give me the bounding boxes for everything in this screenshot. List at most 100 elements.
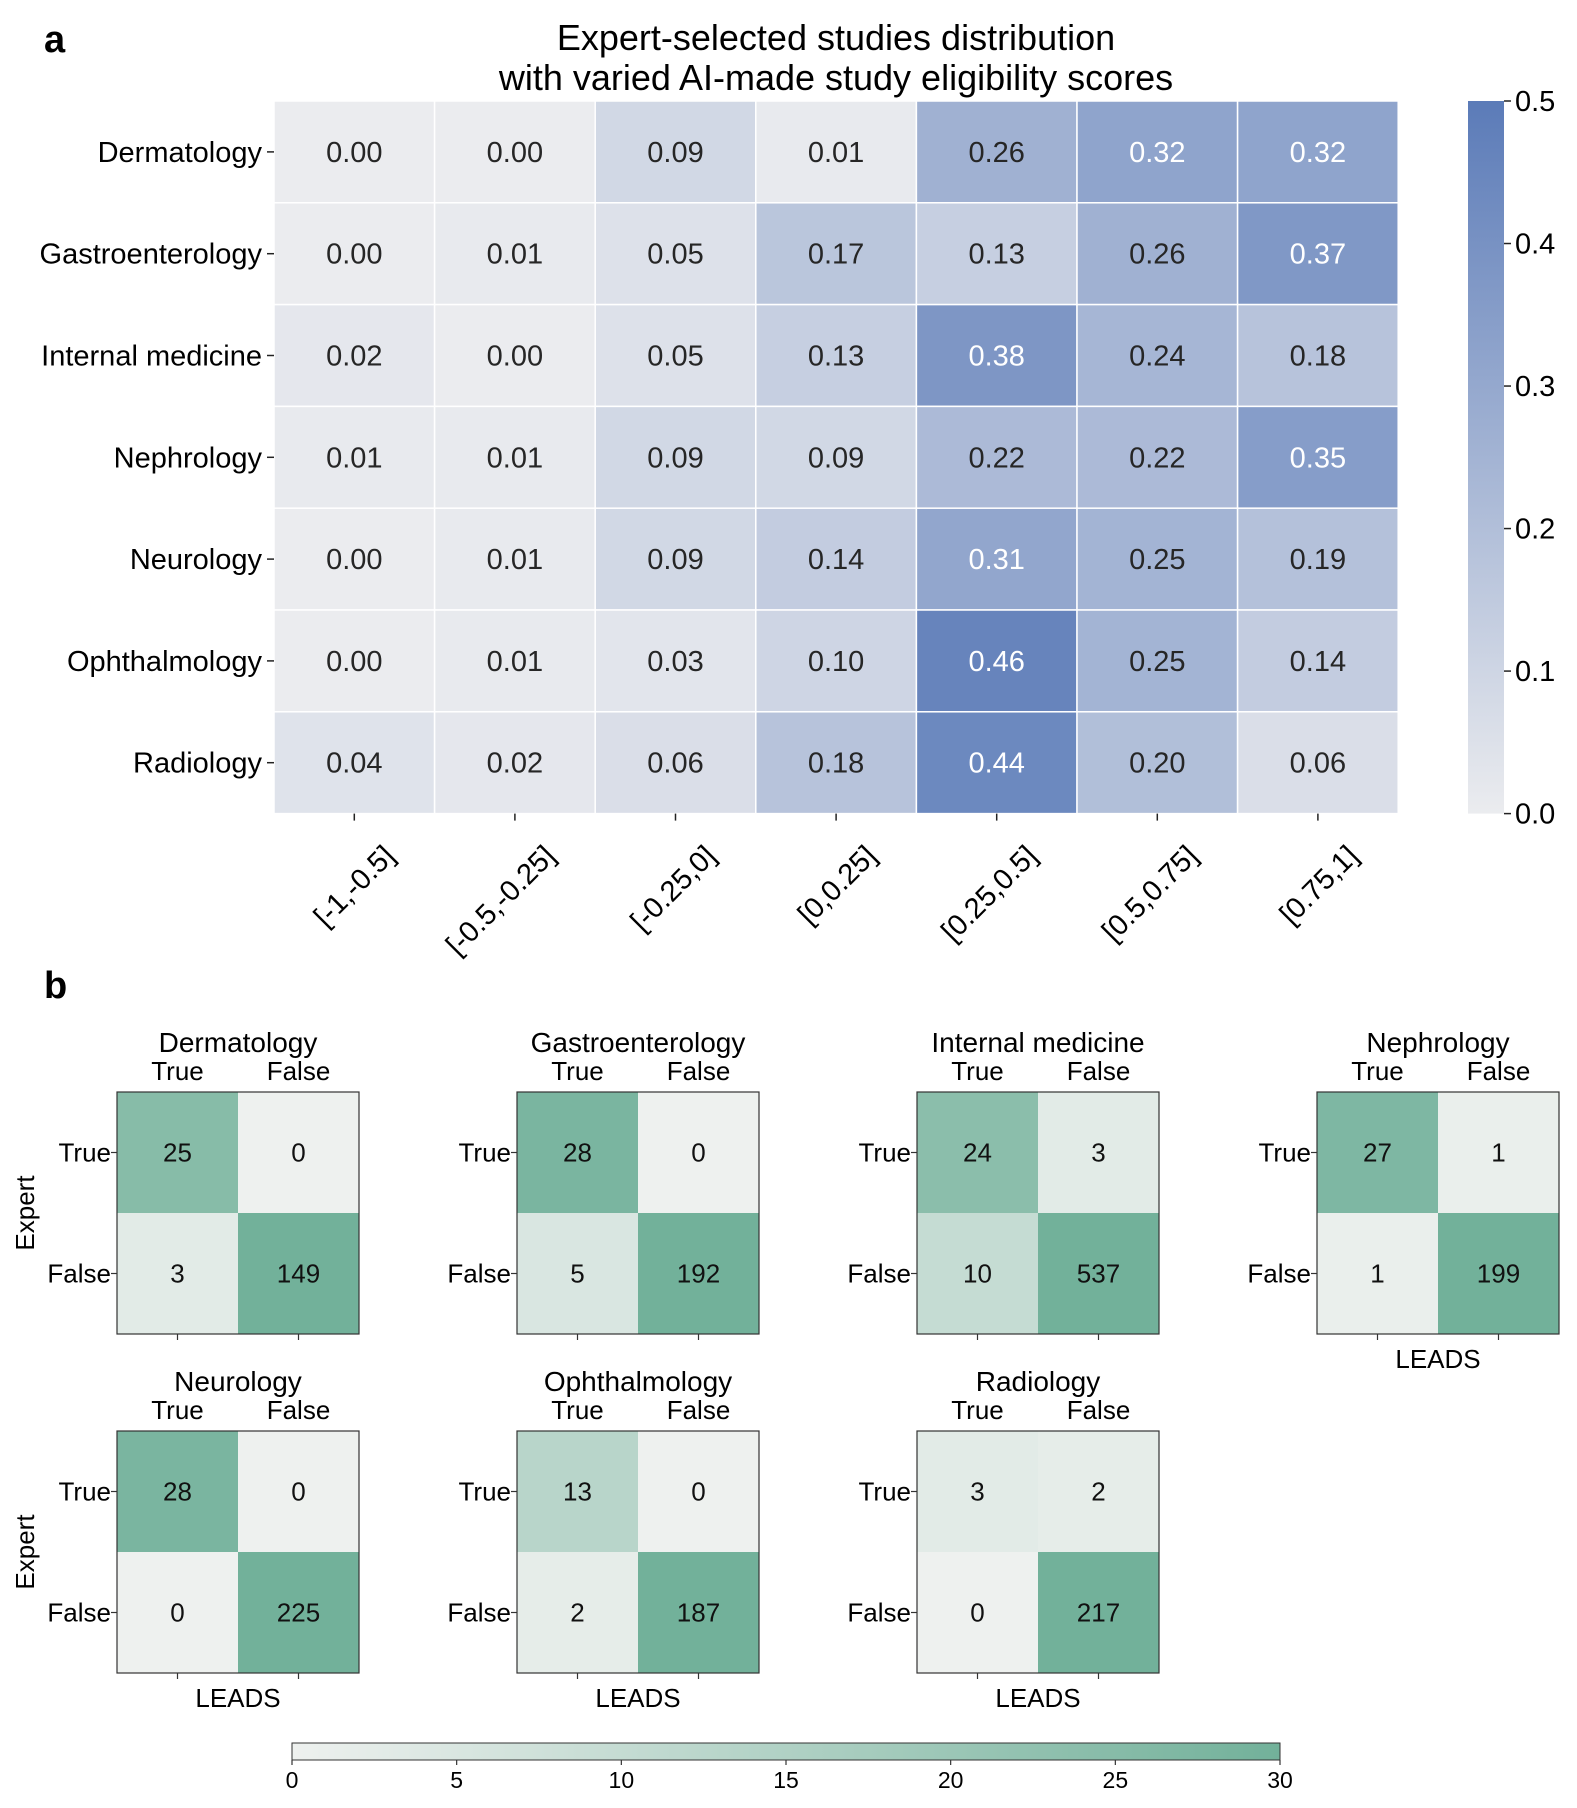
- cell-value-label: 0.06: [647, 748, 703, 780]
- matrix-value-label: 1: [1370, 1259, 1384, 1289]
- matrix-xlabel: LEADS: [595, 1683, 680, 1713]
- column-label: [0.25,0.5]: [936, 840, 1044, 948]
- matrix-xlabel: LEADS: [1395, 1344, 1480, 1374]
- matrix-cell: [1438, 1213, 1559, 1334]
- matrix-title: Radiology: [976, 1366, 1101, 1397]
- panel-a-label: a: [44, 19, 66, 61]
- matrix-y-tick-label: True: [59, 1138, 112, 1168]
- heatmap-cell: [1076, 507, 1239, 611]
- heatmap-cell: [594, 100, 757, 204]
- matrix-value-label: 0: [691, 1138, 705, 1168]
- heatmap-cell: [594, 405, 757, 509]
- cell-value-label: 0.06: [1290, 748, 1346, 780]
- cell-value-label: 0.00: [326, 544, 382, 576]
- matrix-value-label: 28: [163, 1477, 192, 1507]
- matrix-value-label: 225: [277, 1598, 320, 1628]
- cell-value-label: 0.00: [326, 137, 382, 169]
- matrix-frame: [116, 1430, 360, 1674]
- heatmap-cell: [273, 507, 436, 611]
- heatmap-cell: [594, 202, 757, 306]
- matrix-x-tick-label: False: [1067, 1395, 1131, 1425]
- cell-value-label: 0.22: [968, 442, 1024, 474]
- cell-value-label: 0.09: [647, 544, 703, 576]
- cell-value-label: 0.09: [647, 137, 703, 169]
- cell-value-label: 0.35: [1290, 442, 1346, 474]
- matrix-title: Ophthalmology: [544, 1366, 732, 1397]
- cell-value-label: 0.20: [1129, 748, 1185, 780]
- heatmap-cell: [1236, 711, 1399, 815]
- heatmap-cell: [1236, 202, 1399, 306]
- column-label: [0.75,1]: [1274, 840, 1365, 931]
- matrix-y-tick-label: False: [447, 1259, 511, 1289]
- matrix-value-label: 0: [170, 1598, 184, 1628]
- matrix-y-tick-label: False: [47, 1598, 111, 1628]
- matrix-cell: [917, 1431, 1038, 1552]
- matrix-x-tick-label: False: [1467, 1056, 1531, 1086]
- matrix-cell: [517, 1092, 638, 1213]
- matrix-y-tick-label: True: [59, 1477, 112, 1507]
- cell-value-label: 0.32: [1129, 137, 1185, 169]
- cell-value-label: 0.26: [1129, 239, 1185, 271]
- matrix-value-label: 5: [570, 1259, 584, 1289]
- matrix-frame: [116, 1091, 360, 1335]
- matrix-cell: [1317, 1213, 1438, 1334]
- matrix-value-label: 2: [1091, 1477, 1105, 1507]
- heatmap-cell: [755, 100, 918, 204]
- cell-value-label: 0.01: [487, 239, 543, 271]
- heatmap-cell: [594, 711, 757, 815]
- heatmap-cell: [1076, 202, 1239, 306]
- matrix-cell: [238, 1552, 359, 1673]
- cell-value-label: 0.32: [1290, 137, 1346, 169]
- heatmap-cell: [273, 100, 436, 204]
- colorbar-tick-label: 0.0: [1515, 799, 1555, 831]
- matrix-ylabel: Expert: [10, 1514, 40, 1590]
- matrix-x-tick-label: True: [951, 1395, 1004, 1425]
- matrix-value-label: 2: [570, 1598, 584, 1628]
- heatmap-cell: [1236, 303, 1399, 408]
- matrix-value-label: 0: [691, 1477, 705, 1507]
- row-label: Internal medicine: [41, 341, 262, 373]
- column-label: [0.5,0.75]: [1096, 840, 1204, 948]
- matrix-y-tick-label: True: [459, 1138, 512, 1168]
- heatmap-cell: [273, 405, 436, 509]
- matrix-value-label: 3: [1091, 1138, 1105, 1168]
- matrix-cell: [1438, 1092, 1559, 1213]
- heatmap-cell: [755, 609, 918, 713]
- matrix-cell: [1317, 1092, 1438, 1213]
- colorbar-tick-label: 0.5: [1515, 86, 1555, 118]
- colorbar-tick-label: 20: [938, 1767, 964, 1793]
- colorbar-tick-label: 5: [450, 1767, 463, 1793]
- matrix-value-label: 192: [677, 1259, 720, 1289]
- cell-value-label: 0.03: [647, 646, 703, 678]
- matrix-x-tick-label: True: [151, 1395, 204, 1425]
- matrix-value-label: 1: [1491, 1138, 1505, 1168]
- matrix-x-tick-label: False: [267, 1395, 331, 1425]
- matrix-frame: [916, 1091, 1160, 1335]
- matrix-value-label: 149: [277, 1259, 320, 1289]
- matrix-x-tick-label: False: [267, 1056, 331, 1086]
- cell-value-label: 0.26: [968, 137, 1024, 169]
- matrix-cell: [917, 1552, 1038, 1673]
- cell-value-label: 0.13: [968, 239, 1024, 271]
- heatmap-cell: [594, 303, 757, 408]
- heatmap-cell: [915, 202, 1078, 306]
- matrix-x-tick-label: True: [951, 1056, 1004, 1086]
- matrix-value-label: 13: [563, 1477, 592, 1507]
- cell-value-label: 0.01: [487, 442, 543, 474]
- heatmap-cell: [1076, 303, 1239, 408]
- heatmap-cell: [273, 711, 436, 815]
- matrix-y-tick-label: False: [1247, 1259, 1311, 1289]
- cell-value-label: 0.01: [808, 137, 864, 169]
- colorbar: [291, 1742, 1281, 1761]
- heatmap-cell: [755, 507, 918, 611]
- heatmap-cell: [755, 202, 918, 306]
- matrix-xlabel: LEADS: [195, 1683, 280, 1713]
- matrix-title: Dermatology: [159, 1027, 318, 1058]
